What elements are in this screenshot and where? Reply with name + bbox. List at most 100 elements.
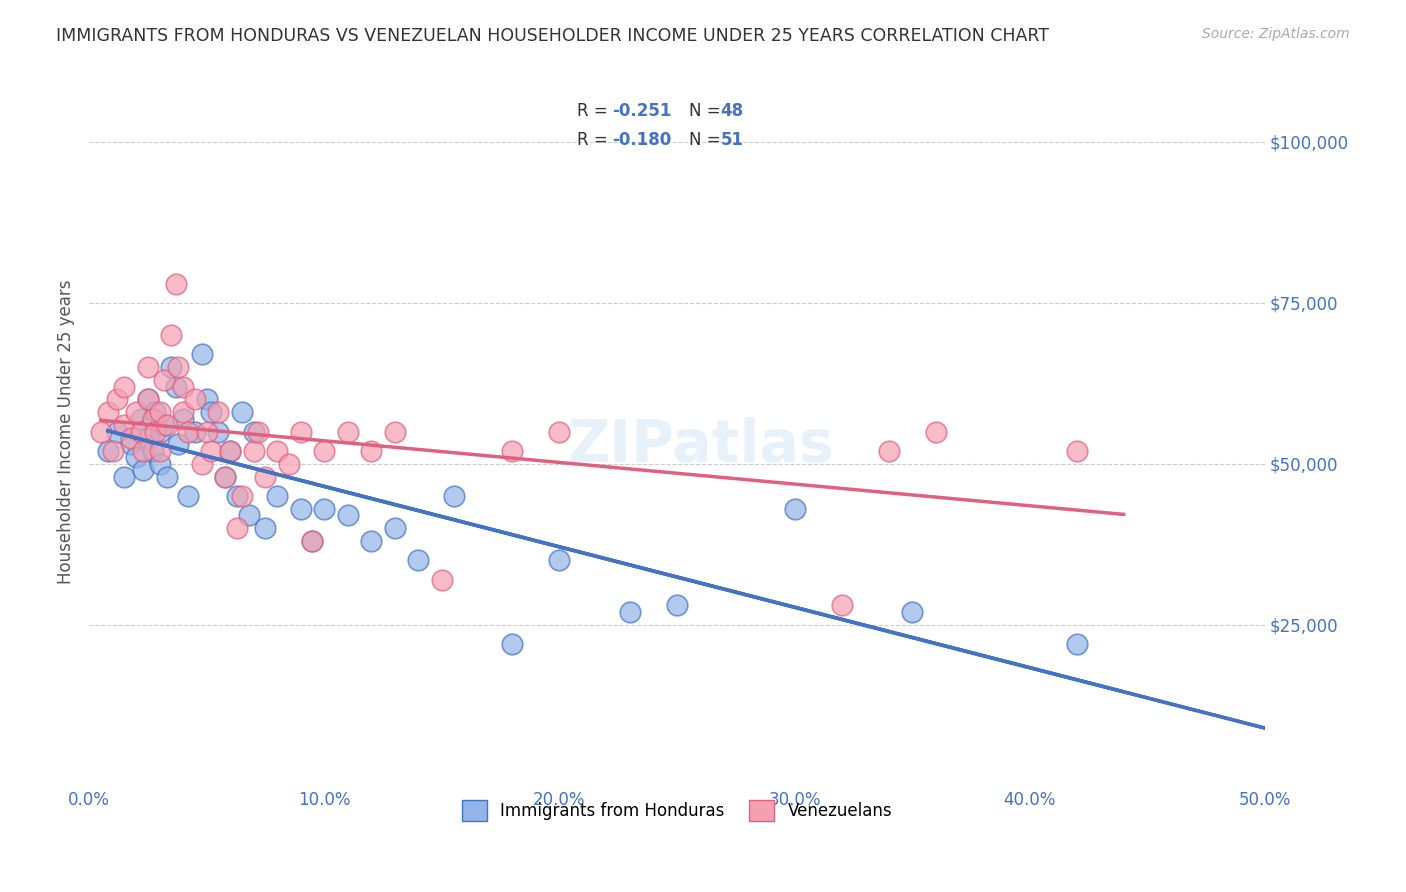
Point bbox=[101, 444, 124, 458]
Point bbox=[136, 392, 159, 407]
Point bbox=[149, 425, 172, 439]
Point bbox=[191, 347, 214, 361]
Point bbox=[195, 425, 218, 439]
Point bbox=[219, 444, 242, 458]
Point bbox=[443, 489, 465, 503]
Point bbox=[290, 425, 312, 439]
Point bbox=[831, 599, 853, 613]
Point bbox=[384, 521, 406, 535]
Point bbox=[125, 405, 148, 419]
Point bbox=[142, 444, 165, 458]
Point bbox=[901, 605, 924, 619]
Point bbox=[167, 360, 190, 375]
Point bbox=[200, 444, 222, 458]
Point bbox=[384, 425, 406, 439]
Text: 51: 51 bbox=[720, 130, 744, 149]
Point bbox=[120, 431, 142, 445]
Point bbox=[501, 444, 523, 458]
Point bbox=[301, 534, 323, 549]
Point bbox=[219, 444, 242, 458]
Point bbox=[129, 411, 152, 425]
Point bbox=[136, 431, 159, 445]
Point bbox=[184, 425, 207, 439]
Point bbox=[290, 502, 312, 516]
Point bbox=[167, 437, 190, 451]
Point bbox=[200, 405, 222, 419]
Point bbox=[1066, 444, 1088, 458]
Point bbox=[665, 599, 688, 613]
Point bbox=[548, 425, 571, 439]
Point bbox=[112, 379, 135, 393]
Point bbox=[1066, 637, 1088, 651]
Point bbox=[430, 573, 453, 587]
Text: 48: 48 bbox=[720, 103, 744, 120]
Point bbox=[112, 418, 135, 433]
Point bbox=[143, 425, 166, 439]
Point bbox=[266, 489, 288, 503]
Point bbox=[336, 508, 359, 523]
Point bbox=[136, 360, 159, 375]
Point bbox=[156, 418, 179, 433]
Point bbox=[129, 425, 152, 439]
Point bbox=[149, 405, 172, 419]
Text: IMMIGRANTS FROM HONDURAS VS VENEZUELAN HOUSEHOLDER INCOME UNDER 25 YEARS CORRELA: IMMIGRANTS FROM HONDURAS VS VENEZUELAN H… bbox=[56, 27, 1049, 45]
Point bbox=[90, 425, 112, 439]
Point bbox=[153, 373, 176, 387]
Point bbox=[160, 328, 183, 343]
Point bbox=[242, 425, 264, 439]
Point bbox=[165, 379, 187, 393]
Point bbox=[149, 457, 172, 471]
Point bbox=[238, 508, 260, 523]
Text: ZIPatlas: ZIPatlas bbox=[567, 417, 834, 475]
Point bbox=[156, 469, 179, 483]
Point bbox=[120, 437, 142, 451]
Point bbox=[143, 405, 166, 419]
Point bbox=[336, 425, 359, 439]
Point bbox=[172, 411, 194, 425]
Text: Source: ZipAtlas.com: Source: ZipAtlas.com bbox=[1202, 27, 1350, 41]
Point bbox=[924, 425, 946, 439]
Point bbox=[132, 444, 155, 458]
Point bbox=[548, 553, 571, 567]
Point bbox=[112, 469, 135, 483]
Point bbox=[177, 489, 200, 503]
Point bbox=[132, 463, 155, 477]
Point bbox=[125, 450, 148, 465]
Point bbox=[142, 411, 165, 425]
Point bbox=[266, 444, 288, 458]
Point bbox=[160, 360, 183, 375]
Point bbox=[172, 379, 194, 393]
Point bbox=[207, 405, 229, 419]
Text: N =: N = bbox=[689, 130, 725, 149]
Point bbox=[877, 444, 900, 458]
Legend: Immigrants from Honduras, Venezuelans: Immigrants from Honduras, Venezuelans bbox=[449, 787, 905, 834]
Point bbox=[406, 553, 429, 567]
Point bbox=[97, 405, 120, 419]
Point bbox=[783, 502, 806, 516]
Text: N =: N = bbox=[689, 103, 725, 120]
Y-axis label: Householder Income Under 25 years: Householder Income Under 25 years bbox=[58, 279, 75, 584]
Point bbox=[214, 469, 236, 483]
Point bbox=[247, 425, 270, 439]
Point bbox=[105, 392, 128, 407]
Point bbox=[314, 502, 336, 516]
Point bbox=[619, 605, 641, 619]
Point bbox=[149, 444, 172, 458]
Point bbox=[360, 444, 382, 458]
Point bbox=[136, 392, 159, 407]
Point bbox=[191, 457, 214, 471]
Point bbox=[360, 534, 382, 549]
Point bbox=[97, 444, 120, 458]
Point bbox=[242, 444, 264, 458]
Point bbox=[254, 521, 277, 535]
Point bbox=[301, 534, 323, 549]
Point bbox=[226, 489, 249, 503]
Point bbox=[172, 405, 194, 419]
Text: -0.251: -0.251 bbox=[612, 103, 672, 120]
Text: -0.180: -0.180 bbox=[612, 130, 672, 149]
Point bbox=[254, 469, 277, 483]
Point bbox=[214, 469, 236, 483]
Point bbox=[207, 425, 229, 439]
Point bbox=[314, 444, 336, 458]
Text: R =: R = bbox=[576, 103, 613, 120]
